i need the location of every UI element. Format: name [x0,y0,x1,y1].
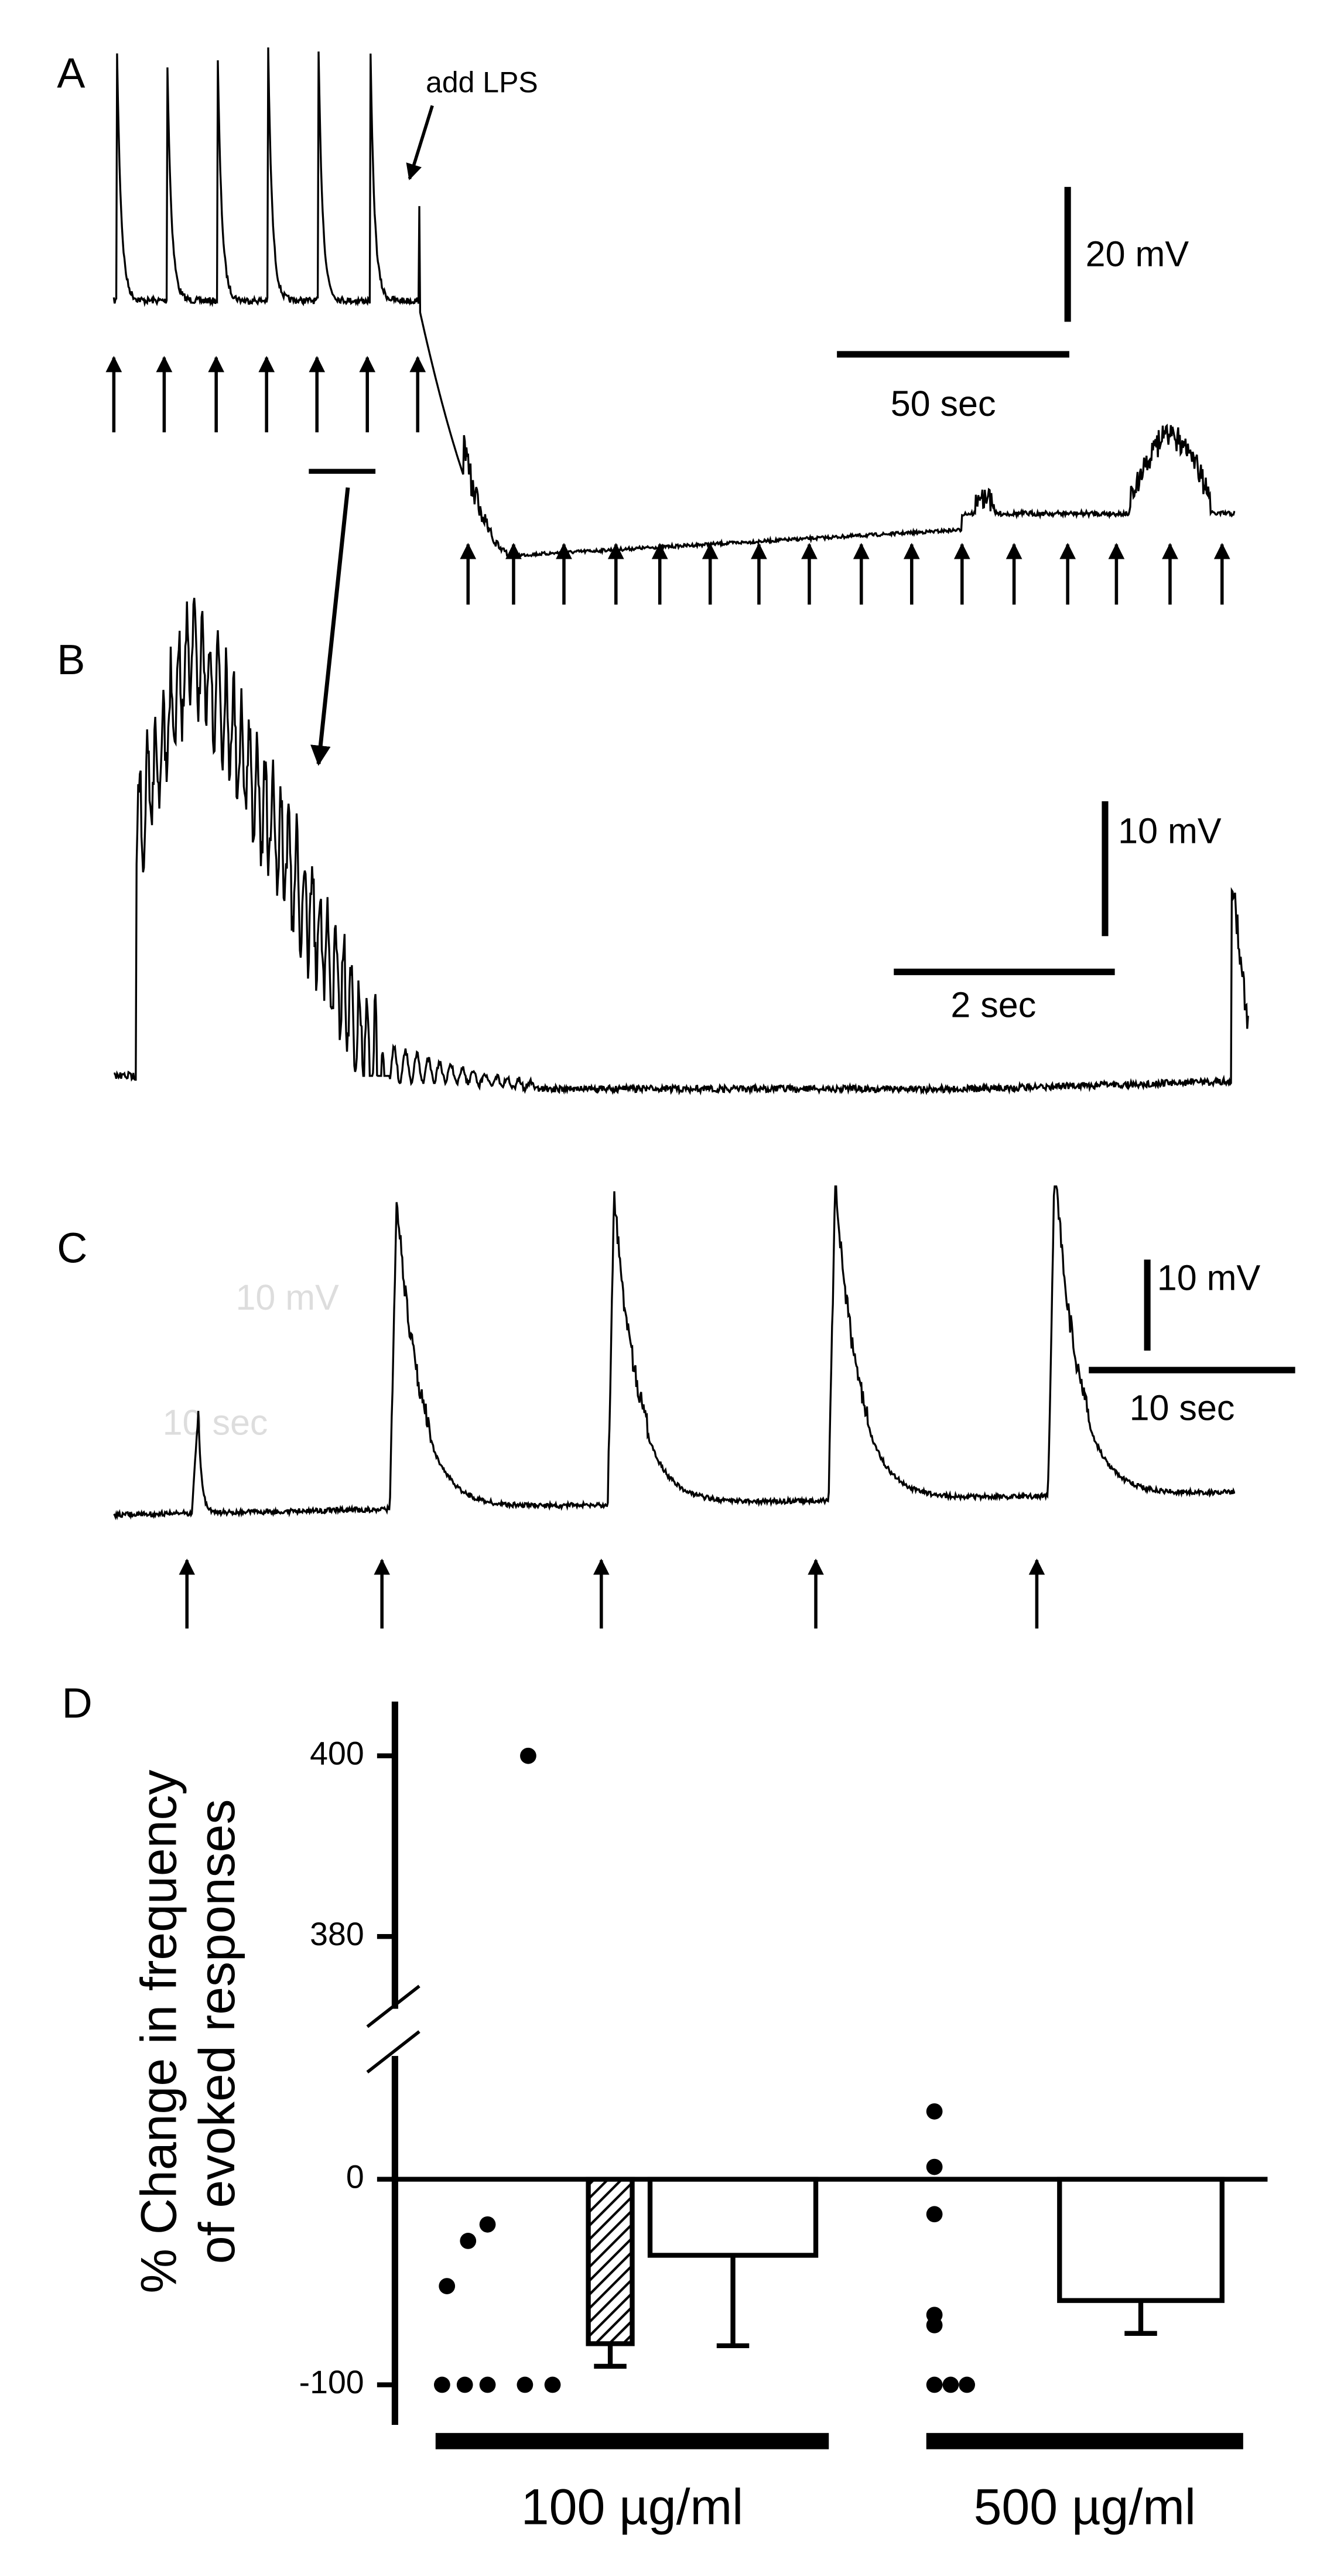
data-point [479,2216,496,2233]
group-bar [926,2432,1243,2449]
scale-label: 10 mV [1118,811,1222,851]
ghost-label: 10 mV [235,1277,339,1317]
panel-label: B [57,637,85,684]
group-bar [435,2432,829,2449]
panel-label: A [57,50,85,97]
data-point [433,2376,450,2393]
ghost-label: 10 sec [163,1403,268,1443]
axis-break [366,2030,420,2074]
y-tick-label: 0 [346,2158,364,2195]
axis-break [366,1984,420,2028]
data-point [926,2317,943,2334]
y-tick-label: 400 [310,1735,364,1771]
group-label: 500 µg/ml [974,2479,1196,2536]
data-point [439,2278,456,2294]
group-label: 100 µg/ml [521,2479,743,2536]
y-tick-label: 380 [310,1916,364,1952]
data-point [479,2376,496,2393]
data-point [460,2233,477,2249]
trace [114,597,1249,1096]
trace [112,47,1236,561]
y-axis-label: % Change in frequency [131,1769,187,2293]
bar [586,2177,635,2346]
data-point [544,2376,561,2393]
data-point [926,2158,943,2175]
data-point [926,2103,943,2120]
annotation-arrow [406,105,434,180]
bar [647,2177,819,2258]
bar [1057,2177,1225,2303]
scale-label: 10 mV [1157,1258,1261,1298]
scale-label: 50 sec [891,384,996,423]
y-axis-label: of evoked responses [189,1799,245,2264]
scale-label: 2 sec [950,985,1036,1024]
expansion-arrow [310,487,350,766]
y-tick-label: -100 [299,2364,364,2400]
data-point [959,2376,975,2393]
panel-label: D [62,1680,93,1727]
data-point [456,2376,473,2393]
scale-label: 20 mV [1086,234,1189,274]
data-point [926,2376,943,2393]
annotation: add LPS [426,66,538,98]
trace [113,1185,1236,1521]
panel-label: C [57,1225,87,1272]
data-point [517,2376,534,2393]
data-point [520,1747,536,1764]
scale-label: 10 sec [1130,1388,1235,1428]
data-point [926,2206,943,2223]
data-point [942,2376,959,2393]
